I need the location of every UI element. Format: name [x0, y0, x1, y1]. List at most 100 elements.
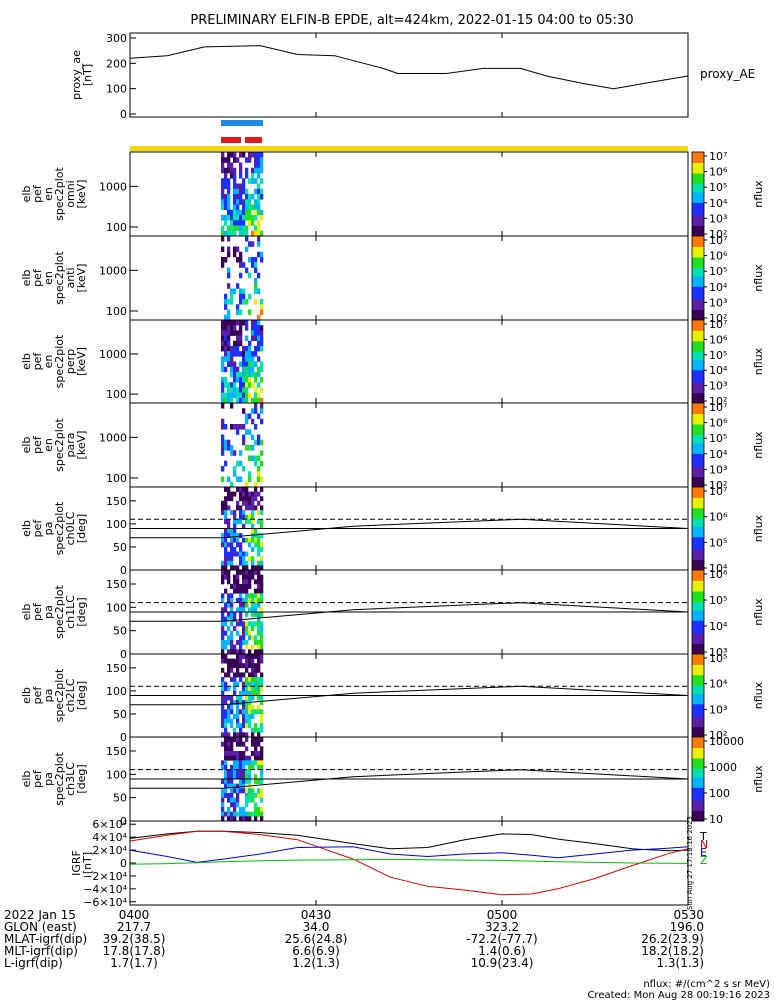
spectrogram-cell [248, 774, 252, 780]
spectrogram-cell [257, 466, 261, 472]
science-bar-bottom-left [221, 137, 241, 143]
colorbar-cell [692, 236, 704, 239]
spectrogram-cell [245, 551, 249, 557]
ylabel-line: pa [42, 689, 55, 703]
spectrogram-cell [236, 732, 240, 738]
spectrogram-cell [224, 392, 228, 399]
colorbar-cell [692, 378, 704, 381]
colorbar-cell [692, 273, 704, 277]
colorbar-cell [692, 599, 704, 602]
spectrogram-cell [230, 598, 234, 603]
spectrogram-cell [221, 654, 225, 659]
ephem-value: 25.6(24.8) [285, 932, 348, 946]
colorbar-cell [692, 434, 704, 438]
colorbar-cell [692, 244, 704, 247]
spectrogram-cell [245, 335, 249, 342]
spectrogram-cell [221, 630, 225, 636]
spectrogram-cell [260, 304, 264, 310]
spectrogram-cell [236, 387, 240, 393]
spectrogram-cell [251, 737, 255, 742]
colorbar-cell [692, 309, 704, 313]
spectrogram-cell [227, 709, 231, 715]
spectrogram-cell [224, 565, 228, 571]
spectrogram-cell [236, 811, 240, 817]
colorbar-cell [692, 432, 704, 435]
colorbar-cell [692, 609, 704, 613]
colorbar-cell [692, 219, 704, 222]
spectrogram-cell [251, 621, 255, 627]
spectrogram-cell [227, 445, 231, 451]
spectrogram-cell [248, 704, 252, 710]
spectrogram-cell [254, 225, 258, 232]
colorbar-cell [692, 741, 704, 744]
spectrogram-cell [227, 741, 231, 747]
colorbar-cell [692, 463, 704, 467]
spectrogram-cell [236, 774, 240, 780]
spectrogram-cell [224, 173, 228, 179]
colorbar-cell [692, 424, 704, 427]
spectrogram-cell [236, 765, 240, 770]
spectrogram-cell [254, 330, 258, 336]
spectrogram-cell [230, 167, 234, 174]
igrf-legend-T: T [699, 830, 707, 843]
spectrogram-cell [230, 584, 234, 589]
spectrogram-cell [221, 377, 225, 383]
spectrogram-cell [245, 215, 249, 221]
spectrogram-cell [221, 445, 225, 451]
spectrogram-cell [257, 533, 261, 539]
spectrogram-cell [242, 439, 246, 446]
spectrogram-cell [230, 811, 234, 817]
spectrogram-cell [260, 152, 264, 158]
spectrogram-cell [242, 366, 246, 373]
spectrogram-cell [239, 546, 243, 552]
spectrogram-cell [227, 382, 231, 388]
spectrogram-cell [242, 774, 246, 780]
colorbar-cell [692, 313, 704, 317]
colorbar-tick-label: 10 [709, 813, 723, 826]
spectrogram-cell [224, 793, 228, 798]
spectrogram-cell [242, 718, 246, 724]
spectrogram-cell [260, 598, 264, 603]
spectrogram-cell [245, 802, 249, 808]
spectrogram-cell [260, 811, 264, 817]
spectrogram-cell [242, 496, 246, 502]
spectrogram-cell [254, 278, 258, 284]
spectrogram-cell [257, 709, 261, 715]
spectrogram-cell [248, 677, 252, 682]
spectrogram-cell [230, 788, 234, 794]
panel-ch0LC: 05010015010⁴10⁵10⁶10⁷nfluxelbpefpaspec2p… [20, 485, 765, 577]
colorbar-cell [692, 493, 704, 496]
spectrogram-cell [245, 445, 249, 451]
spectrogram-cell [248, 445, 252, 451]
spectrogram-cell [221, 382, 225, 388]
spectrogram-cell [221, 560, 225, 566]
colorbar-cell [692, 367, 704, 371]
colorbar-cell [692, 768, 704, 772]
spectrogram-cell [233, 579, 237, 585]
spectrogram-cell [257, 760, 261, 766]
colorbar-cell [692, 745, 704, 748]
ephem-value: 10.9(23.4) [471, 956, 534, 970]
colorbar-cell [692, 787, 704, 790]
spectrogram-cell [242, 584, 246, 589]
spectrogram-cell [257, 579, 261, 585]
colorbar-cell [692, 576, 704, 579]
spectrogram-cell [224, 194, 228, 200]
spectrogram-cell [233, 519, 237, 525]
spectrogram-cell [248, 392, 252, 399]
spectrogram-cell [239, 783, 243, 789]
spectrogram-cell [224, 700, 228, 706]
spectrogram-cell [260, 630, 264, 636]
spectrogram-cell [260, 476, 264, 483]
ylabel-line: [nT] [81, 64, 94, 86]
spectrogram-cell [239, 807, 243, 812]
spectrogram-cell [254, 257, 258, 263]
igrf-series-T [129, 830, 689, 852]
spectrogram-cell [227, 519, 231, 525]
spectrogram-cell [260, 681, 264, 687]
spectrogram-cell [239, 288, 243, 295]
colorbar-cell [692, 818, 704, 822]
sidebar-timestamp: Sun Aug 27 17:18:16 2023 [686, 816, 694, 910]
colorbar-cell [692, 730, 704, 734]
spectrogram-cell [239, 225, 243, 232]
